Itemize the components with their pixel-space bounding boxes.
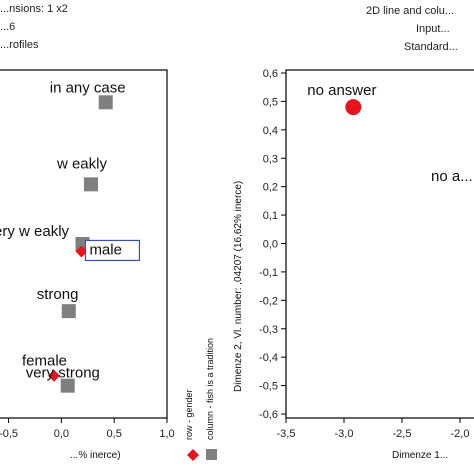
right-y-tick-label: -0,6 xyxy=(259,409,278,421)
right-y-tick-label: -0,2 xyxy=(259,295,278,307)
point-w-eakly-marker xyxy=(83,177,98,192)
left-x-tick-label: -0,5 xyxy=(0,428,18,440)
point-male-label-box xyxy=(84,239,141,262)
legend-col-label: column - fish is a tradition xyxy=(205,338,215,440)
point-no-a-label: no a... xyxy=(431,168,473,185)
right-header: 2D line and colu... Input... Standard... xyxy=(366,5,458,53)
point-male-marker xyxy=(75,245,88,258)
point-strong-marker xyxy=(61,304,76,319)
right-x-tick-label: -2,0 xyxy=(451,428,470,440)
point-strong-label: strong xyxy=(37,286,79,303)
right-y-tick-label: 0,5 xyxy=(263,96,278,108)
left-header-line-3: ...rofiles xyxy=(0,39,39,51)
right-x-axis-title: Dimenze 1... xyxy=(392,450,448,461)
point-very-strong-marker xyxy=(60,378,75,393)
left-x-tick-label: 0,0 xyxy=(54,428,69,440)
point-w-eakly-label: w eakly xyxy=(56,155,108,172)
right-correspondence-plot: 0,6 0,5 0,4 0,3 0,2 0,1 0,0 -0,1 -0,2 -0,3 -0,4 -0,… xyxy=(233,68,474,461)
legend: row - gender column - fish is a traditio… xyxy=(184,338,217,461)
point-female-label: female xyxy=(22,353,67,370)
left-header: ...nsions: 1 x2 ...6 ...rofiles xyxy=(0,3,68,51)
right-y-tick-label: -0,3 xyxy=(259,324,278,336)
left-x-axis-title: ...% inerce) xyxy=(70,450,121,461)
right-header-line-3: Standard... xyxy=(404,41,458,53)
point-no-answer-marker xyxy=(345,99,362,116)
right-y-tick-label: 0,4 xyxy=(263,125,278,137)
right-header-line-2: Input... xyxy=(416,23,450,35)
point-in-any-case-label: in any case xyxy=(50,79,126,96)
left-x-tick-label: 1,0 xyxy=(159,428,174,440)
right-y-tick-label: 0,1 xyxy=(263,210,278,222)
point-no-answer-label: no answer xyxy=(307,82,376,99)
left-header-line-2: ...6 xyxy=(0,21,15,33)
right-plot-frame xyxy=(285,69,474,419)
legend-row-marker xyxy=(187,449,199,461)
right-x-tick-label: -3,5 xyxy=(277,428,296,440)
right-y-axis-title: Dimenze 2, Vl. number: ,04207 (16,62% in… xyxy=(233,181,244,392)
right-header-line-1: 2D line and colu... xyxy=(366,5,454,17)
point-female-marker xyxy=(47,369,60,382)
right-y-tick-label: -0,1 xyxy=(259,267,278,279)
left-header-line-1: ...nsions: 1 x2 xyxy=(0,3,68,15)
right-x-tick-label: -2,5 xyxy=(393,428,412,440)
right-y-tick-label: 0,2 xyxy=(263,182,278,194)
point-in-any-case-marker xyxy=(98,95,113,110)
right-y-tick-label: -0,4 xyxy=(259,352,278,364)
left-correspondence-plot: -0,5 0,0 0,5 1,0 in any case w eakly very w e… xyxy=(0,69,175,461)
right-x-tick-label: -3,0 xyxy=(335,428,354,440)
right-y-tick-label: 0,0 xyxy=(263,239,278,251)
right-y-tick-label: -0,5 xyxy=(259,381,278,393)
right-y-tick-label: 0,6 xyxy=(263,68,278,80)
right-x-axis: -3,5 -3,0 -2,5 -2,0 xyxy=(277,418,470,440)
left-data-marks: in any case w eakly very w eakly strong very… xyxy=(0,79,141,393)
point-very-strong-label: very strong xyxy=(26,365,100,382)
right-y-axis: 0,6 0,5 0,4 0,3 0,2 0,1 0,0 -0,1 -0,2 -0,3 -0,4 -0,… xyxy=(259,68,286,421)
legend-col-marker xyxy=(206,449,217,460)
right-data-marks: no answer no a... xyxy=(307,82,472,185)
point-male-label: male xyxy=(89,241,122,258)
point-very-w-eakly-label: very w eakly xyxy=(0,223,70,240)
left-x-tick-label: 0,5 xyxy=(107,428,122,440)
legend-row-label: row - gender xyxy=(184,389,194,440)
left-plot-frame xyxy=(0,69,168,419)
left-x-axis: -0,5 0,0 0,5 1,0 xyxy=(0,418,175,440)
right-y-tick-label: 0,3 xyxy=(263,153,278,165)
